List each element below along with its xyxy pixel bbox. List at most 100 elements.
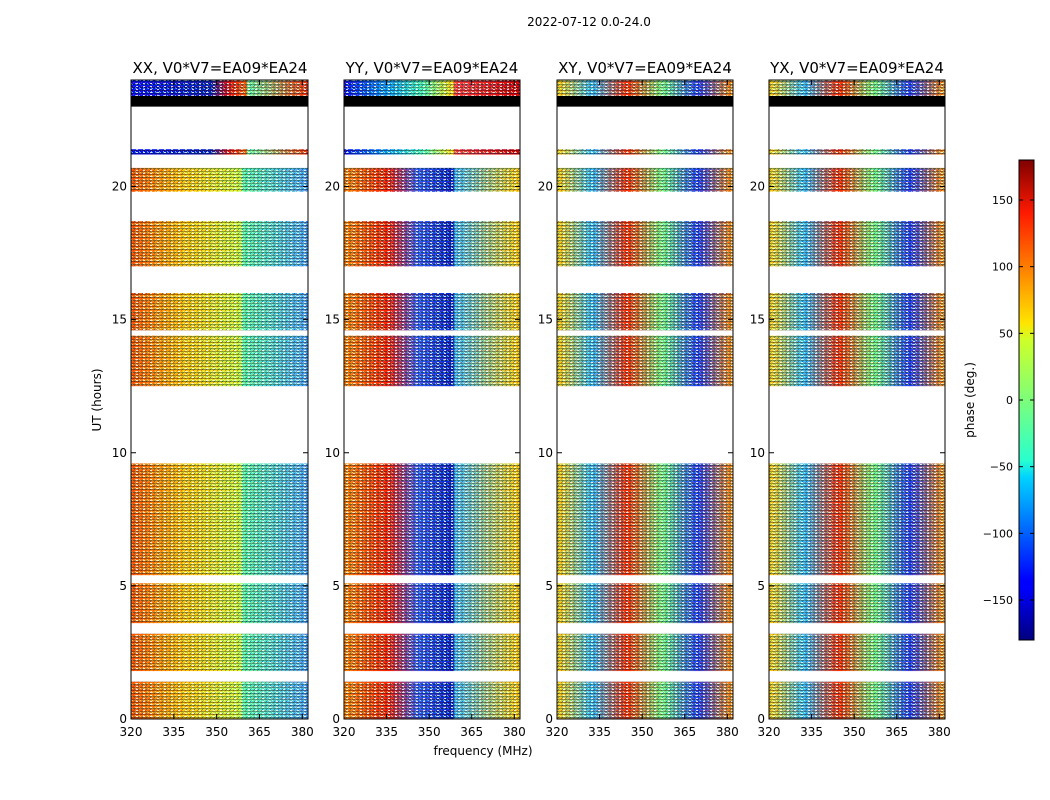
heatmap-stripes xyxy=(769,463,945,533)
x-tick-label: 380 xyxy=(716,725,739,739)
panel-yx: YX, V0*V7=EA09*EA24 320 335 350 365 380 0 5 10… xyxy=(750,59,951,739)
x-tick-label: 365 xyxy=(885,725,908,739)
colorbar-tick-labels: −150 −100 −50 0 50 100 150 xyxy=(983,194,1034,607)
y-tick-labels: 0 5 10 15 20 xyxy=(538,180,733,726)
x-tick-label: 335 xyxy=(588,725,611,739)
x-tick-label: 335 xyxy=(375,725,398,739)
heatmap-stripes xyxy=(769,335,945,387)
x-tick-labels: 320 335 350 365 380 xyxy=(333,80,526,739)
colorbar-tick-label: 150 xyxy=(992,194,1013,207)
heatmap-stripes xyxy=(344,149,520,155)
y-tick-label: 0 xyxy=(757,712,765,726)
colorbar-tick-label: −100 xyxy=(983,527,1013,540)
panel-title: XY, V0*V7=EA09*EA24 xyxy=(558,59,732,77)
heatmap-stripes xyxy=(769,633,945,672)
y-tick-label: 0 xyxy=(332,712,340,726)
heatmap-stripes xyxy=(344,681,520,719)
heatmap-stripes xyxy=(131,463,308,533)
x-tick-labels: 320 335 350 365 380 xyxy=(758,80,951,739)
panel-frame xyxy=(768,79,946,720)
panel-yy: YY, V0*V7=EA09*EA24 320 335 350 365 380 0 5 10… xyxy=(325,59,526,739)
heatmap-stripes xyxy=(131,532,308,576)
y-tick-label: 5 xyxy=(545,579,553,593)
panel-xy: XY, V0*V7=EA09*EA24 320 335 350 365 380 0 5 10… xyxy=(538,59,739,739)
y-tick-label: 20 xyxy=(112,180,127,194)
colorbar-tick-label: 50 xyxy=(999,327,1013,340)
y-axis-label: UT (hours) xyxy=(90,368,104,431)
x-tick-label: 350 xyxy=(418,725,441,739)
x-tick-label: 320 xyxy=(333,725,356,739)
y-tick-label: 15 xyxy=(750,313,765,327)
heatmap-stripes xyxy=(344,335,520,387)
x-tick-labels: 320 335 350 365 380 xyxy=(120,80,314,739)
y-tick-label: 10 xyxy=(325,446,340,460)
heatmap-stripes xyxy=(131,80,308,96)
x-tick-labels: 320 335 350 365 380 xyxy=(546,80,739,739)
panel-frame xyxy=(556,79,734,720)
panel-frame xyxy=(130,79,309,720)
x-tick-label: 335 xyxy=(800,725,823,739)
heatmap-stripes xyxy=(344,583,520,624)
y-tick-label: 0 xyxy=(119,712,127,726)
heatmap-stripes xyxy=(557,463,733,533)
heatmap-stripes xyxy=(557,80,733,96)
panel-title: YY, V0*V7=EA09*EA24 xyxy=(345,59,519,77)
heatmap-block xyxy=(557,95,733,107)
heatmap-stripes xyxy=(557,167,733,192)
heatmap-block xyxy=(344,95,520,107)
y-tick-label: 20 xyxy=(750,180,765,194)
heatmap-stripes xyxy=(769,681,945,719)
colorbar-tick-label: 0 xyxy=(1006,394,1013,407)
heatmap-stripes xyxy=(131,221,308,267)
panel-title: XX, V0*V7=EA09*EA24 xyxy=(133,59,308,77)
heatmap-stripes xyxy=(344,532,520,576)
y-tick-label: 5 xyxy=(757,579,765,593)
x-tick-label: 320 xyxy=(546,725,569,739)
x-axis-label: frequency (MHz) xyxy=(433,744,532,758)
heatmap-stripes xyxy=(769,149,945,155)
panel-xx: XX, V0*V7=EA09*EA24 320 335 350 365 380 0 5 10… xyxy=(112,59,314,739)
y-tick-label: 10 xyxy=(750,446,765,460)
heatmap-stripes xyxy=(769,80,945,96)
heatmap-stripes xyxy=(131,335,308,387)
heatmap-stripes xyxy=(131,149,308,155)
heatmap-stripes xyxy=(769,293,945,331)
x-tick-label: 350 xyxy=(205,725,228,739)
y-tick-label: 5 xyxy=(332,579,340,593)
heatmap-stripes xyxy=(557,293,733,331)
figure-title: 2022-07-12 0.0-24.0 xyxy=(527,15,651,29)
x-tick-label: 380 xyxy=(928,725,951,739)
heatmap-stripes xyxy=(131,293,308,331)
panel-heatmap-cells xyxy=(131,80,308,719)
heatmap-stripes xyxy=(344,633,520,672)
x-tick-label: 335 xyxy=(162,725,185,739)
x-tick-label: 320 xyxy=(758,725,781,739)
heatmap-stripes xyxy=(131,633,308,672)
heatmap-stripes xyxy=(131,167,308,192)
y-tick-label: 15 xyxy=(538,313,553,327)
y-tick-label: 15 xyxy=(112,313,127,327)
x-tick-label: 380 xyxy=(503,725,526,739)
heatmap-stripes xyxy=(557,221,733,267)
x-tick-label: 320 xyxy=(120,725,143,739)
y-tick-label: 0 xyxy=(545,712,553,726)
y-tick-label: 10 xyxy=(112,446,127,460)
heatmap-stripes xyxy=(557,583,733,624)
heatmap-stripes xyxy=(769,167,945,192)
colorbar-label: phase (deg.) xyxy=(963,362,977,438)
heatmap-stripes xyxy=(769,221,945,267)
panel-heatmap-cells xyxy=(769,80,945,719)
x-tick-label: 365 xyxy=(673,725,696,739)
heatmap-stripes xyxy=(557,633,733,672)
x-tick-label: 380 xyxy=(291,725,314,739)
colorbar: −150 −100 −50 0 50 100 150 phase (deg.) xyxy=(963,159,1035,641)
colorbar-tick-label: −150 xyxy=(983,594,1013,607)
heatmap-block xyxy=(131,95,308,107)
x-tick-label: 350 xyxy=(631,725,654,739)
heatmap-stripes xyxy=(557,532,733,576)
y-tick-label: 5 xyxy=(119,579,127,593)
y-tick-label: 10 xyxy=(538,446,553,460)
panel-heatmap-cells xyxy=(557,80,733,719)
heatmap-stripes xyxy=(769,532,945,576)
